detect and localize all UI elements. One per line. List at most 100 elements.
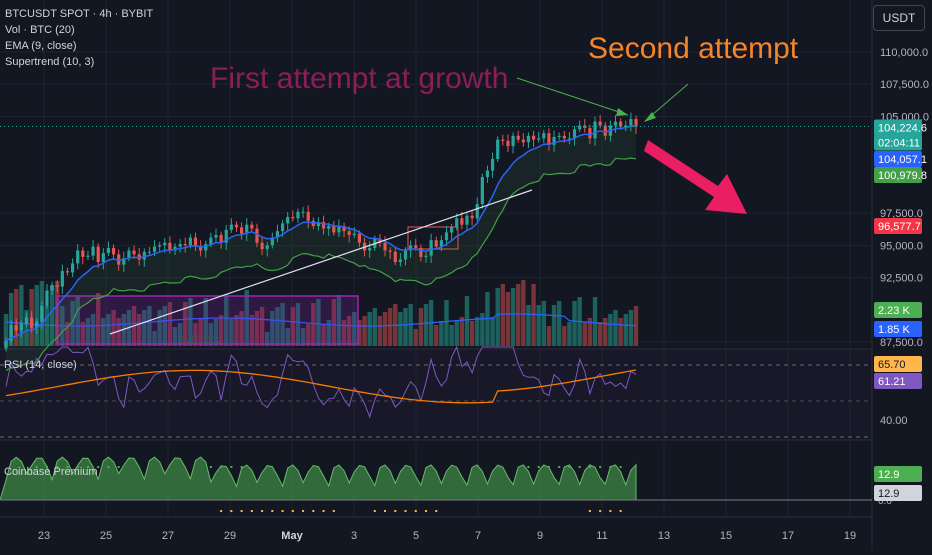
volume-bar <box>341 320 347 346</box>
legend-volume[interactable]: Vol · BTC (20) <box>5 24 75 36</box>
volume-bar <box>608 314 613 346</box>
volume-bar <box>423 304 429 346</box>
legend-symbol[interactable]: BTCUSDT SPOT · 4h · BYBIT <box>5 8 154 20</box>
candle-down <box>562 135 566 139</box>
candle-up <box>542 133 546 139</box>
candle-down <box>531 135 536 140</box>
time-tick-label: 23 <box>38 530 50 542</box>
volume-bar <box>331 299 337 346</box>
price-badge <box>874 134 922 151</box>
premium-dot-orange <box>250 510 253 512</box>
premium-dot-orange <box>261 510 264 512</box>
premium-dot-green <box>45 466 48 468</box>
volume-bar <box>188 298 193 346</box>
candle-down <box>388 250 392 252</box>
volume-bar <box>177 323 183 346</box>
volume-bar <box>362 316 367 346</box>
volume-bar <box>316 299 321 346</box>
price-badge-label: 96,577.7 <box>878 221 921 233</box>
candle-up <box>296 211 300 219</box>
volume-bar <box>280 303 285 346</box>
candle-down <box>619 121 623 127</box>
downward-arrow[interactable] <box>644 140 747 214</box>
drawing-annotations[interactable] <box>516 77 747 214</box>
volume-bar <box>254 311 260 346</box>
candle-up <box>224 229 228 243</box>
volume-bar <box>305 324 311 346</box>
volume-bar <box>469 321 475 346</box>
volume-bar <box>95 293 101 346</box>
candle-up <box>60 271 64 287</box>
volume-bar <box>434 325 439 346</box>
volume-bar <box>367 312 372 346</box>
candle-down <box>516 135 520 140</box>
time-tick-label: 7 <box>475 530 481 542</box>
legend-supertrend[interactable]: Supertrend (10, 3) <box>5 56 95 68</box>
volume-bar <box>90 314 96 346</box>
premium-dot-orange <box>332 510 335 512</box>
premium-dot-orange <box>619 510 622 512</box>
volume-bar <box>239 311 244 346</box>
volume-bar <box>193 323 198 346</box>
premium-dot-orange <box>435 510 438 512</box>
volume-bar <box>377 316 383 346</box>
candle-down <box>588 128 592 139</box>
candle-down <box>598 121 602 126</box>
volume-bar <box>19 285 24 346</box>
candle-up <box>9 325 13 341</box>
candle-up <box>142 251 146 260</box>
volume-bar <box>603 318 608 346</box>
plot-background <box>0 0 872 550</box>
price-tick-label: 95,000.0 <box>880 240 923 252</box>
time-tick-label: 19 <box>844 530 856 542</box>
candle-up <box>280 223 285 232</box>
volume-bar <box>14 289 19 346</box>
purple-range-box[interactable] <box>56 295 359 345</box>
volume-bar <box>152 331 157 346</box>
premium-title[interactable]: Coinbase Premium <box>4 466 98 478</box>
candle-up <box>485 170 490 178</box>
premium-dot-green <box>609 466 612 468</box>
volume-bar <box>34 285 39 346</box>
indicator-legend: BTCUSDT SPOT · 4h · BYBIT Vol · BTC (20)… <box>5 6 153 70</box>
volume-bar <box>623 314 628 346</box>
candle-up <box>173 246 177 251</box>
candle-up <box>275 231 280 238</box>
legend-ema[interactable]: EMA (9, close) <box>5 40 77 52</box>
premium-dot-orange <box>599 510 602 512</box>
candle-down <box>342 226 346 232</box>
trend-line[interactable] <box>109 189 533 335</box>
candle-up <box>214 235 218 238</box>
premium-dot-orange <box>281 510 284 512</box>
candle-up <box>337 226 341 233</box>
candle-up <box>86 255 90 257</box>
candle-up <box>286 216 290 224</box>
volume-bar <box>480 313 485 346</box>
premium-area <box>0 456 637 501</box>
candle-down <box>234 224 239 228</box>
candle-down <box>260 242 264 250</box>
volume-ma-line <box>5 313 637 327</box>
annotation-first-attempt[interactable]: First attempt at growth <box>210 62 508 95</box>
axes[interactable]: 110,000.0107,500.0105,000.097,500.095,00… <box>38 47 929 542</box>
candle-up <box>368 247 372 251</box>
rsi-title[interactable]: RSI (14, close) <box>4 359 77 371</box>
annotation-second-attempt[interactable]: Second attempt <box>588 32 799 65</box>
candle-up <box>91 246 95 256</box>
candle-up <box>455 218 459 228</box>
volume-bar <box>290 307 296 346</box>
volume-bar <box>618 318 623 346</box>
volume-bar <box>136 314 142 346</box>
candle-up <box>424 255 428 257</box>
volume-bar <box>505 292 511 346</box>
arrow-first-line[interactable] <box>516 77 629 116</box>
candle-up <box>147 251 152 253</box>
volume-bar <box>116 318 121 346</box>
premium-dot-orange <box>384 510 387 512</box>
candle-down <box>378 238 382 243</box>
currency-button[interactable]: USDT <box>873 5 925 31</box>
volume-bar <box>111 310 116 346</box>
volume-bar <box>270 311 275 346</box>
time-tick-label: 27 <box>162 530 174 542</box>
